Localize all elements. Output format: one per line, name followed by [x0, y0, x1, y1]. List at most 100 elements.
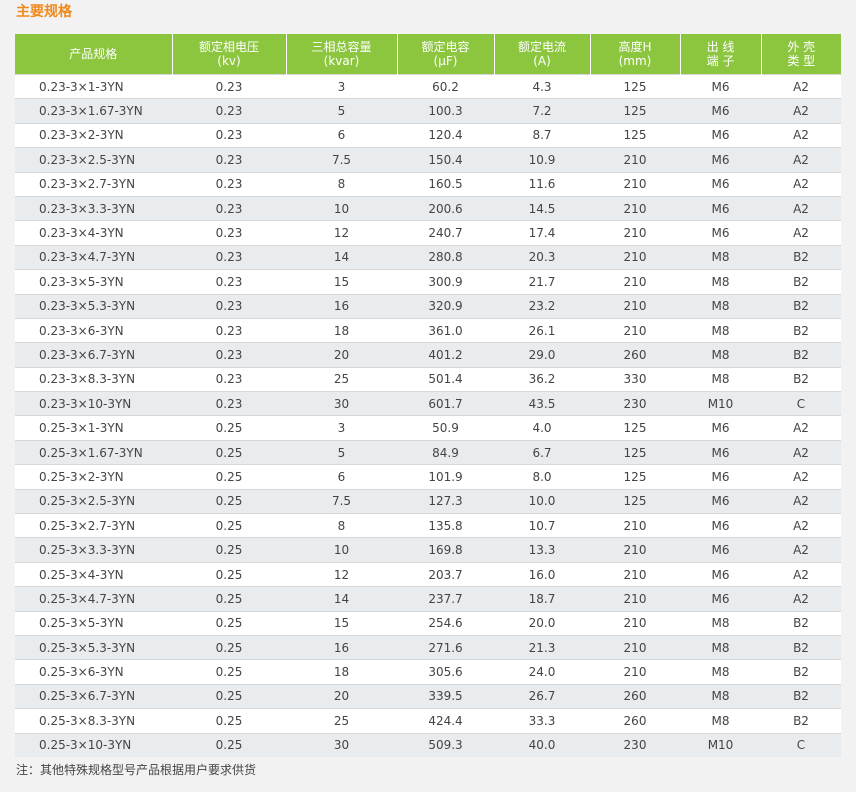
height-cell: 210: [590, 561, 680, 587]
table-row: 0.23-3×4-3YN 0.23 12 240.7 17.4 210 M6 A2: [15, 220, 841, 246]
table-row: 0.23-3×6-3YN 0.23 18 361.0 26.1 210 M8 B2: [15, 317, 841, 343]
model-cell: 0.23-3×10-3YN: [15, 391, 172, 416]
case-type-cell: A2: [761, 98, 841, 124]
table-row: 0.23-3×2-3YN 0.23 6 120.4 8.7 125 M6 A2: [15, 122, 841, 148]
voltage-cell: 0.23: [172, 195, 286, 221]
case-type-cell: A2: [761, 513, 841, 538]
column-header: 外 壳 类 型: [761, 34, 841, 75]
terminal-cell: M6: [680, 171, 761, 197]
height-cell: 210: [590, 537, 680, 563]
capacitance-cell: 300.9: [397, 269, 494, 295]
table-row: 0.25-3×2.5-3YN 0.25 7.5 127.3 10.0 125 M6 A2: [15, 488, 841, 514]
column-header: 额定相电压 (kv): [172, 34, 287, 75]
height-cell: 210: [590, 610, 680, 636]
capacitance-cell: 101.9: [397, 464, 494, 490]
capacity-cell: 8: [286, 171, 397, 197]
height-cell: 210: [590, 147, 680, 173]
table-body: 0.23-3×1-3YN 0.23 3 60.2 4.3 125 M6 A2 0.23-3×1.…: [15, 73, 841, 757]
case-type-cell: A2: [761, 464, 841, 490]
model-cell: 0.25-3×1.67-3YN: [15, 439, 172, 465]
current-cell: 4.3: [494, 73, 590, 99]
column-header: 额定电容 (μF): [397, 34, 495, 75]
table-row: 0.25-3×1-3YN 0.25 3 50.9 4.0 125 M6 A2: [15, 415, 841, 441]
capacity-cell: 14: [286, 244, 397, 270]
height-cell: 260: [590, 683, 680, 709]
table-row: 0.23-3×8.3-3YN 0.23 25 501.4 36.2 330 M8 B2: [15, 366, 841, 392]
current-cell: 26.7: [494, 683, 590, 709]
table-row: 0.25-3×5.3-3YN 0.25 16 271.6 21.3 210 M8 B2: [15, 634, 841, 660]
table-row: 0.23-3×10-3YN 0.23 30 601.7 43.5 230 M10 C: [15, 391, 841, 416]
current-cell: 21.7: [494, 269, 590, 295]
current-cell: 6.7: [494, 439, 590, 465]
model-cell: 0.25-3×5-3YN: [15, 610, 172, 636]
capacitance-cell: 240.7: [397, 220, 494, 246]
voltage-cell: 0.25: [172, 732, 286, 757]
capacitance-cell: 320.9: [397, 293, 494, 319]
terminal-cell: M8: [680, 659, 761, 685]
current-cell: 13.3: [494, 537, 590, 563]
height-cell: 125: [590, 464, 680, 490]
model-cell: 0.25-3×8.3-3YN: [15, 708, 172, 734]
capacity-cell: 30: [286, 391, 397, 416]
terminal-cell: M6: [680, 488, 761, 514]
height-cell: 210: [590, 513, 680, 538]
voltage-cell: 0.25: [172, 439, 286, 465]
capacity-cell: 3: [286, 73, 397, 99]
case-type-cell: B2: [761, 244, 841, 270]
table-row: 0.23-3×4.7-3YN 0.23 14 280.8 20.3 210 M8 B2: [15, 244, 841, 270]
case-type-cell: A2: [761, 195, 841, 221]
column-header: 高度H (mm): [590, 34, 681, 75]
case-type-cell: B2: [761, 293, 841, 319]
capacity-cell: 12: [286, 220, 397, 246]
model-cell: 0.23-3×1-3YN: [15, 73, 172, 99]
current-cell: 8.0: [494, 464, 590, 490]
model-cell: 0.25-3×4-3YN: [15, 561, 172, 587]
height-cell: 260: [590, 342, 680, 368]
current-cell: 20.3: [494, 244, 590, 270]
height-cell: 210: [590, 586, 680, 612]
capacity-cell: 3: [286, 415, 397, 441]
capacitance-cell: 509.3: [397, 732, 494, 757]
case-type-cell: A2: [761, 537, 841, 563]
capacity-cell: 15: [286, 269, 397, 295]
capacitance-cell: 424.4: [397, 708, 494, 734]
height-cell: 125: [590, 122, 680, 148]
current-cell: 4.0: [494, 415, 590, 441]
terminal-cell: M8: [680, 708, 761, 734]
capacitance-cell: 271.6: [397, 634, 494, 660]
capacitance-cell: 203.7: [397, 561, 494, 587]
capacitance-cell: 84.9: [397, 439, 494, 465]
terminal-cell: M10: [680, 732, 761, 757]
case-type-cell: B2: [761, 317, 841, 343]
height-cell: 210: [590, 293, 680, 319]
table-row: 0.23-3×2.7-3YN 0.23 8 160.5 11.6 210 M6 A2: [15, 171, 841, 197]
height-cell: 125: [590, 439, 680, 465]
current-cell: 14.5: [494, 195, 590, 221]
terminal-cell: M8: [680, 269, 761, 295]
terminal-cell: M6: [680, 513, 761, 538]
capacity-cell: 10: [286, 537, 397, 563]
height-cell: 230: [590, 391, 680, 416]
voltage-cell: 0.23: [172, 391, 286, 416]
model-cell: 0.25-3×6-3YN: [15, 659, 172, 685]
terminal-cell: M6: [680, 537, 761, 563]
capacity-cell: 16: [286, 634, 397, 660]
capacity-cell: 30: [286, 732, 397, 757]
terminal-cell: M8: [680, 317, 761, 343]
current-cell: 24.0: [494, 659, 590, 685]
capacitance-cell: 135.8: [397, 513, 494, 538]
capacity-cell: 5: [286, 98, 397, 124]
voltage-cell: 0.23: [172, 171, 286, 197]
table-row: 0.25-3×1.67-3YN 0.25 5 84.9 6.7 125 M6 A2: [15, 439, 841, 465]
capacitance-cell: 160.5: [397, 171, 494, 197]
table-row: 0.25-3×3.3-3YN 0.25 10 169.8 13.3 210 M6 A2: [15, 537, 841, 563]
model-cell: 0.23-3×1.67-3YN: [15, 98, 172, 124]
current-cell: 10.7: [494, 513, 590, 538]
current-cell: 20.0: [494, 610, 590, 636]
terminal-cell: M8: [680, 293, 761, 319]
height-cell: 125: [590, 488, 680, 514]
voltage-cell: 0.25: [172, 586, 286, 612]
voltage-cell: 0.25: [172, 634, 286, 660]
terminal-cell: M6: [680, 415, 761, 441]
current-cell: 40.0: [494, 732, 590, 757]
